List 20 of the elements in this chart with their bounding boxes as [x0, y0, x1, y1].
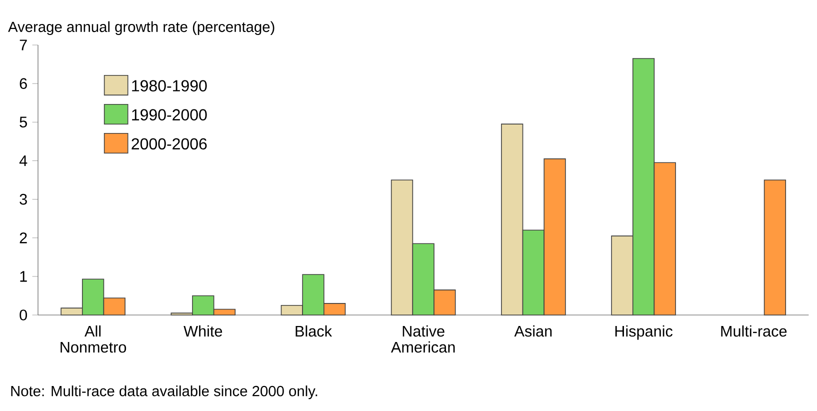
y-tick-label: 5	[20, 116, 27, 128]
legend-label: 2000-2006	[132, 138, 207, 150]
x-tick-label: Asian	[514, 325, 552, 337]
y-tick-label: 1	[20, 271, 27, 282]
y-tick-label: 0	[20, 310, 27, 320]
text: Note: Multi-race data available since 2000 only.	[11, 386, 318, 400]
legend-label: 1980-1990	[132, 80, 207, 92]
x-tick-label: Multi-race	[721, 325, 787, 337]
y-tick-label: 6	[20, 78, 27, 89]
y-tick-label: 7	[20, 40, 27, 50]
y-tick-label: 3	[20, 194, 27, 205]
y-tick-label: 4	[19, 155, 28, 166]
y-tick-label: 2	[20, 232, 27, 244]
x-tick-label: White	[184, 325, 222, 337]
x-tick-label: Hispanic	[615, 325, 673, 340]
y-axis-title: Average annual growth rate (percentage)	[8, 21, 274, 35]
legend-label: 1990-2000	[132, 109, 207, 120]
x-tick-label: Black	[296, 325, 332, 337]
x-tick-label: All Nonmetro	[60, 325, 126, 353]
x-tick-label: Native American	[390, 325, 455, 353]
